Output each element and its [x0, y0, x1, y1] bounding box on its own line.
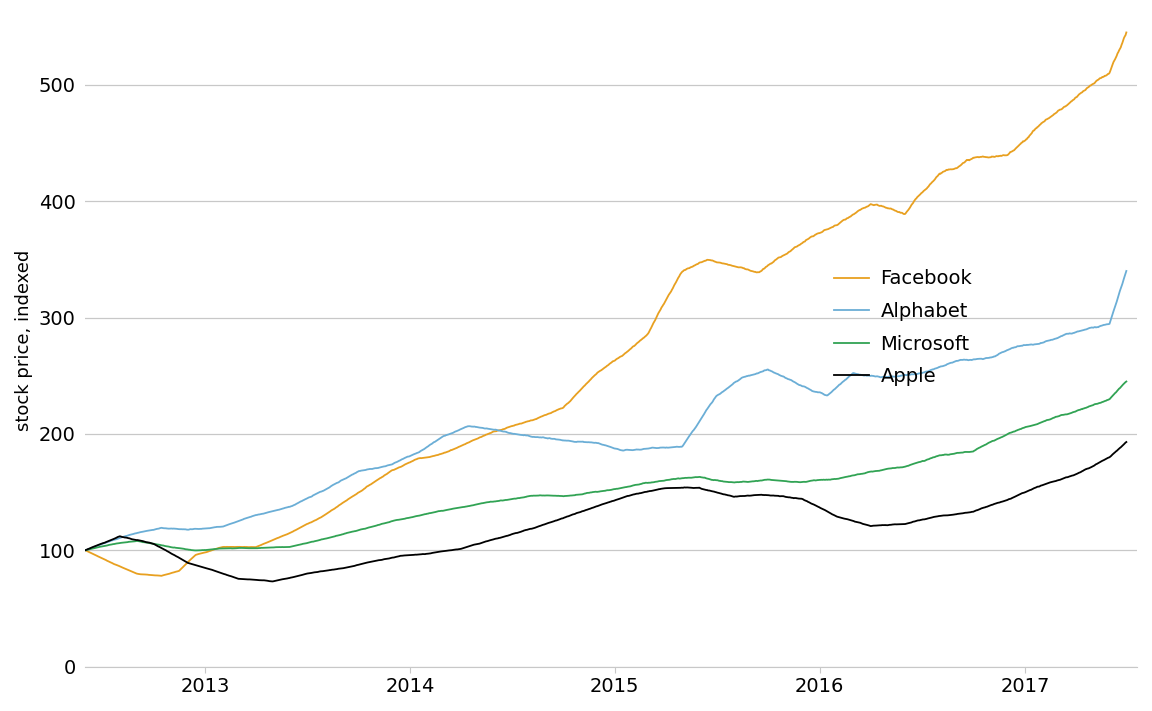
Line: Microsoft: Microsoft: [85, 382, 1127, 550]
Line: Alphabet: Alphabet: [85, 271, 1127, 550]
Legend: Facebook, Alphabet, Microsoft, Apple: Facebook, Alphabet, Microsoft, Apple: [826, 262, 980, 394]
Line: Apple: Apple: [85, 442, 1127, 582]
Line: Facebook: Facebook: [85, 33, 1127, 576]
Y-axis label: stock price, indexed: stock price, indexed: [15, 250, 33, 432]
